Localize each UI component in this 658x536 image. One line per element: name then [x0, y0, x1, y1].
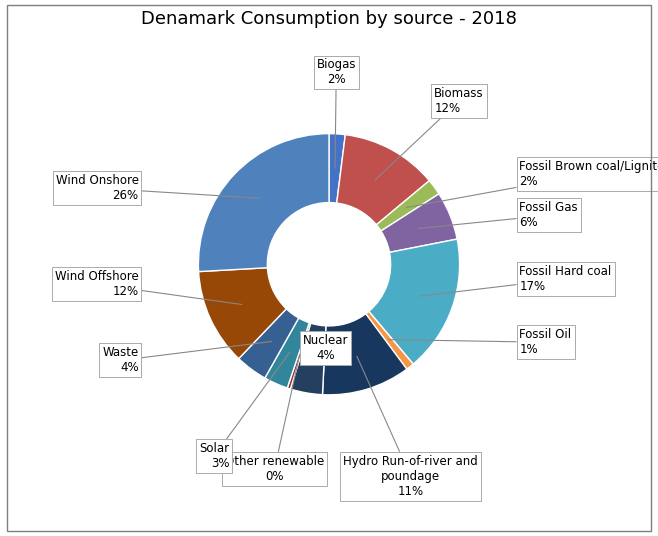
- Wedge shape: [322, 314, 407, 395]
- Wedge shape: [337, 135, 429, 225]
- Wedge shape: [376, 181, 439, 231]
- Wedge shape: [265, 318, 309, 388]
- Text: Other renewable
0%: Other renewable 0%: [225, 356, 324, 483]
- Text: Waste
4%: Waste 4%: [102, 341, 272, 374]
- Wedge shape: [290, 323, 326, 394]
- Text: Wind Onshore
26%: Wind Onshore 26%: [55, 174, 259, 202]
- Text: Fossil Gas
6%: Fossil Gas 6%: [418, 202, 578, 229]
- Text: Solar
3%: Solar 3%: [199, 352, 290, 470]
- Text: Wind Offshore
12%: Wind Offshore 12%: [55, 270, 241, 304]
- Wedge shape: [381, 194, 457, 252]
- Title: Denamark Consumption by source - 2018: Denamark Consumption by source - 2018: [141, 10, 517, 28]
- Wedge shape: [199, 133, 329, 272]
- Text: Fossil Brown coal/Lignite
2%: Fossil Brown coal/Lignite 2%: [407, 160, 658, 207]
- Wedge shape: [239, 309, 299, 378]
- Wedge shape: [288, 323, 311, 389]
- Text: Biomass
12%: Biomass 12%: [375, 87, 484, 180]
- Text: Biogas
2%: Biogas 2%: [316, 58, 356, 168]
- Wedge shape: [366, 311, 413, 369]
- Text: Hydro Run-of-river and
poundage
11%: Hydro Run-of-river and poundage 11%: [343, 356, 478, 498]
- Text: Fossil Oil
1%: Fossil Oil 1%: [389, 328, 572, 356]
- Wedge shape: [199, 267, 286, 359]
- Text: Fossil Hard coal
17%: Fossil Hard coal 17%: [420, 265, 612, 296]
- Wedge shape: [329, 133, 345, 203]
- Text: Nuclear
4%: Nuclear 4%: [303, 334, 348, 362]
- Wedge shape: [368, 239, 459, 364]
